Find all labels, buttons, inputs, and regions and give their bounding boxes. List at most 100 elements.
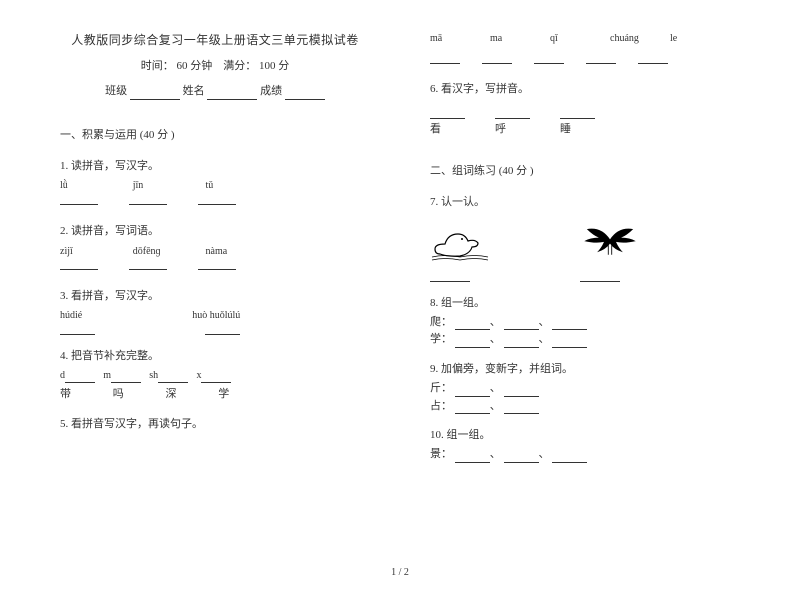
- rt-p2: ma: [490, 32, 520, 46]
- rt-p3: qǐ: [550, 32, 580, 46]
- blank: [504, 336, 539, 348]
- header-block: 人教版同步综合复习一年级上册语文三单元模拟试卷 时间： 60 分钟 满分： 10…: [60, 32, 370, 100]
- blank: [482, 52, 512, 64]
- q4-i3: sh: [149, 370, 158, 381]
- blank: [198, 194, 236, 205]
- q1-p2: jīn: [133, 179, 203, 193]
- q2-p2: dōfēnɡ: [133, 245, 203, 259]
- q9-line1: 斤： 、: [430, 381, 740, 396]
- duck-icon: [430, 219, 490, 264]
- blank: [65, 371, 95, 383]
- q4-c1: 带: [60, 387, 110, 402]
- q4-initials: d m sh x: [60, 368, 370, 383]
- blank: [504, 318, 539, 330]
- q8: 8. 组一组。 爬： 、 、 学： 、 、: [430, 296, 740, 348]
- blank: [455, 318, 490, 330]
- rt-p5: le: [670, 32, 700, 46]
- q5-pinyin-row: mā ma qǐ chuáng le: [430, 32, 740, 46]
- blank: [504, 385, 539, 397]
- class-label: 班级: [105, 85, 127, 97]
- info-row: 班级 姓名 成绩: [60, 84, 370, 99]
- q7-blanks: [430, 270, 740, 282]
- class-blank: [130, 88, 180, 100]
- q7-title: 7. 认一认。: [430, 195, 740, 210]
- q10-line1: 景： 、 、: [430, 447, 740, 462]
- blank: [430, 270, 470, 282]
- q10: 10. 组一组。 景： 、 、: [430, 428, 740, 463]
- full-label: 满分：: [223, 60, 256, 72]
- section-1-title: 一、积累与运用 (40 分 ): [60, 128, 370, 143]
- q2: 2. 读拼音，写词语。 zìjǐ dōfēnɡ nàma: [60, 224, 370, 275]
- exam-title: 人教版同步综合复习一年级上册语文三单元模拟试卷: [60, 32, 370, 49]
- score-blank: [285, 88, 325, 100]
- q10-c1: 景：: [430, 448, 452, 460]
- q4-c3: 深: [166, 387, 216, 402]
- blank: [129, 259, 167, 270]
- blank: [560, 107, 595, 119]
- q8-c1: 爬：: [430, 316, 452, 328]
- q5-title: 5. 看拼音写汉字，再读句子。: [60, 417, 370, 432]
- q1-pinyin: lǜ jīn tǔ: [60, 178, 370, 193]
- blank: [552, 451, 587, 463]
- rt-p4: chuáng: [610, 32, 640, 46]
- blank: [495, 107, 530, 119]
- q6-c1: 看: [430, 122, 465, 137]
- score-label: 成绩: [260, 85, 282, 97]
- q8-title: 8. 组一组。: [430, 296, 740, 311]
- blank: [504, 402, 539, 414]
- q9-title: 9. 加偏旁，变新字，并组词。: [430, 362, 740, 377]
- blank: [638, 52, 668, 64]
- q2-pinyin: zìjǐ dōfēnɡ nàma: [60, 244, 370, 259]
- blank: [455, 336, 490, 348]
- q4-title: 4. 把音节补充完整。: [60, 349, 370, 364]
- time-label: 时间：: [141, 60, 174, 72]
- q1: 1. 读拼音，写汉字。 lǜ jīn tǔ: [60, 159, 370, 210]
- q6-c3: 睡: [560, 122, 595, 137]
- left-column: 人教版同步综合复习一年级上册语文三单元模拟试卷 时间： 60 分钟 满分： 10…: [60, 32, 370, 463]
- blank: [60, 323, 95, 335]
- blank: [580, 270, 620, 282]
- q6: 6. 看汉字，写拼音。 看 呼 睡: [430, 82, 740, 138]
- blank: [430, 52, 460, 64]
- q9-c1: 斤：: [430, 382, 452, 394]
- q3-p1: húdié: [60, 309, 82, 323]
- blank: [205, 323, 240, 335]
- q1-p1: lǜ: [60, 179, 130, 193]
- rt-p1: mā: [430, 32, 460, 46]
- q3: 3. 看拼音，写汉字。 húdié huò huǒlúlú: [60, 289, 370, 334]
- blank: [201, 371, 231, 383]
- q1-blanks: [60, 194, 370, 210]
- blank: [111, 371, 141, 383]
- q3-blanks: [60, 323, 370, 335]
- q6-c2: 呼: [495, 122, 530, 137]
- section-2-title: 二、组词练习 (40 分 ): [430, 164, 740, 179]
- blank: [60, 259, 98, 270]
- blank: [455, 385, 490, 397]
- q7-images: [430, 219, 740, 264]
- q3-title: 3. 看拼音，写汉字。: [60, 289, 370, 304]
- page-container: 人教版同步综合复习一年级上册语文三单元模拟试卷 时间： 60 分钟 满分： 10…: [0, 0, 800, 463]
- blank: [455, 451, 490, 463]
- q7: 7. 认一认。: [430, 195, 740, 281]
- q2-title: 2. 读拼音，写词语。: [60, 224, 370, 239]
- full-value: 100 分: [259, 60, 289, 72]
- eagle-icon: [580, 219, 640, 264]
- q9-c2: 占：: [430, 400, 452, 412]
- blank: [60, 194, 98, 205]
- q4-c2: 吗: [113, 387, 163, 402]
- blank: [430, 107, 465, 119]
- page-number: 1 / 2: [0, 567, 800, 578]
- q2-p1: zìjǐ: [60, 245, 130, 259]
- time-value: 60 分钟: [177, 60, 213, 72]
- blank: [455, 402, 490, 414]
- name-blank: [207, 88, 257, 100]
- q4-c4: 学: [218, 387, 268, 402]
- q3-pinyin: húdié huò huǒlúlú: [60, 309, 370, 323]
- q3-p2: huò huǒlúlú: [192, 309, 240, 323]
- q9-line2: 占： 、: [430, 399, 740, 414]
- blank: [129, 194, 167, 205]
- q5-blanks: [430, 52, 740, 64]
- blank: [504, 451, 539, 463]
- blank: [586, 52, 616, 64]
- q8-c2: 学：: [430, 333, 452, 345]
